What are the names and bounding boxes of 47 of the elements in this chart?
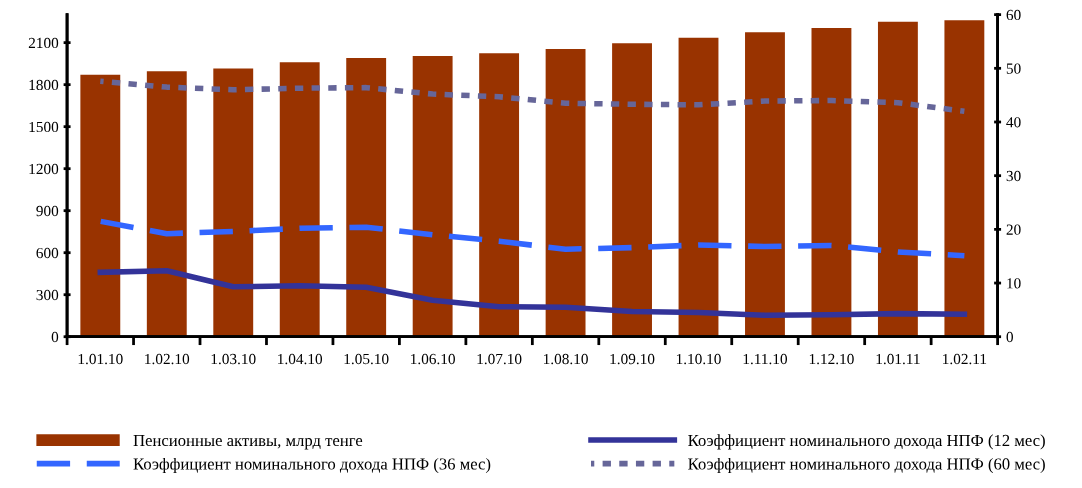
x-tick-label: 1.01.11	[876, 353, 920, 365]
x-tick-label: 1.03.10	[211, 353, 256, 365]
x-tick-label: 1.11.10	[743, 353, 788, 365]
bar	[279, 62, 320, 337]
bar	[479, 53, 520, 337]
x-tick-label: 1.07.10	[477, 353, 522, 365]
y-tick-label: 1500	[29, 121, 59, 133]
y-tick-label: 1200	[29, 163, 59, 175]
x-tick-label: 1.05.10	[344, 353, 389, 365]
y-tick-label: 600	[36, 247, 59, 259]
bar	[678, 37, 719, 337]
y-tick-label: 900	[36, 205, 59, 217]
bar	[80, 74, 121, 337]
y2-tick-label: 60	[1006, 9, 1021, 21]
legend-label: Коэффициент номинального дохода НПФ (12 мес)	[688, 434, 1045, 450]
legend-label: Коэффициент номинального дохода НПФ (60 мес)	[688, 457, 1045, 473]
x-tick-label: 1.02.11	[943, 353, 987, 365]
x-tick-label: 1.10.10	[676, 353, 721, 365]
legend-label: Коэффициент номинального дохода НПФ (36 мес)	[133, 457, 491, 473]
bar	[346, 58, 387, 337]
bar	[213, 68, 254, 337]
x-tick-label: 1.08.10	[544, 353, 588, 365]
y-tick-label: 300	[36, 289, 59, 301]
y2-tick-label: 50	[1006, 63, 1021, 74]
y2-tick-label: 30	[1006, 170, 1021, 182]
x-tick-label: 1.06.10	[411, 353, 455, 365]
bar	[944, 20, 985, 337]
bar	[412, 55, 453, 337]
bar	[612, 43, 652, 337]
y-tick-label: 2100	[28, 37, 59, 49]
x-tick-label: 1.09.10	[610, 353, 655, 365]
y-tick-label: 1800	[29, 79, 59, 91]
bar	[545, 48, 586, 337]
bar	[146, 71, 187, 337]
bar	[811, 27, 852, 337]
legend-label: Пенсионные активы, млрд тенге	[133, 434, 363, 450]
bar	[877, 21, 918, 337]
y2-tick-label: 40	[1006, 117, 1021, 128]
x-tick-label: 1.02.10	[145, 353, 190, 365]
x-tick-label: 1.01.10	[78, 353, 123, 365]
y-tick-label: 0	[51, 331, 59, 343]
x-tick-label: 1.12.10	[809, 353, 854, 365]
x-tick-label: 1.04.10	[278, 353, 323, 365]
bar	[745, 32, 785, 337]
y2-tick-label: 20	[1006, 224, 1021, 235]
y2-tick-label: 10	[1007, 278, 1021, 289]
y2-tick-label: 0	[1006, 331, 1013, 343]
